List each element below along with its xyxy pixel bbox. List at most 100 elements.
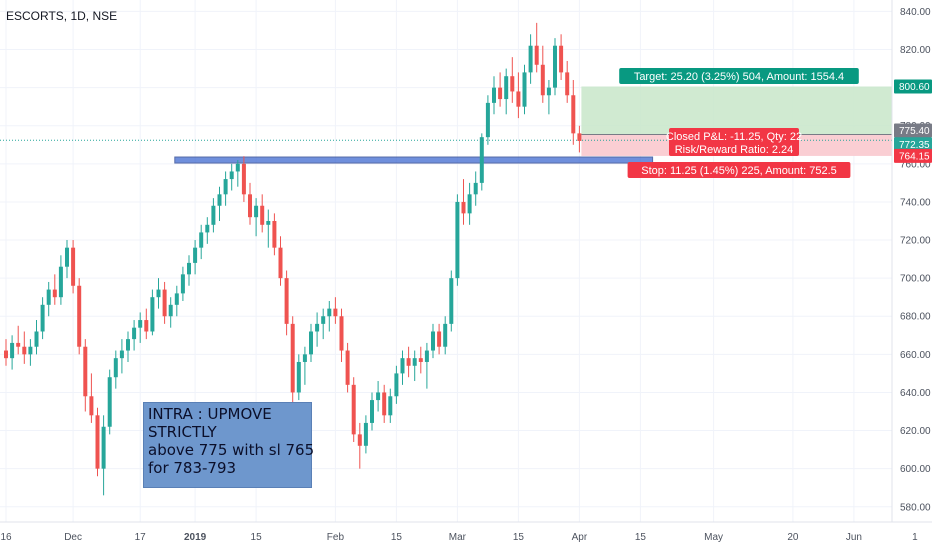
- candle-body[interactable]: [498, 87, 503, 100]
- candle-body[interactable]: [370, 400, 374, 423]
- candle-body[interactable]: [248, 194, 252, 218]
- candle-body[interactable]: [534, 45, 539, 65]
- target-zone[interactable]: [581, 86, 892, 135]
- candle-body[interactable]: [254, 205, 259, 218]
- candle-body[interactable]: [327, 308, 332, 317]
- candle-body[interactable]: [479, 137, 484, 183]
- candle-body[interactable]: [229, 171, 234, 180]
- candle-body[interactable]: [315, 323, 320, 332]
- candle-body[interactable]: [205, 224, 210, 233]
- candle-body[interactable]: [180, 274, 185, 294]
- candle-body[interactable]: [516, 91, 521, 107]
- candle-body[interactable]: [376, 392, 381, 401]
- candle-body[interactable]: [83, 346, 88, 397]
- candle-body[interactable]: [461, 201, 466, 214]
- candle-body[interactable]: [357, 434, 362, 446]
- candle-body[interactable]: [455, 201, 460, 279]
- candle-body[interactable]: [388, 396, 393, 416]
- candle-body[interactable]: [449, 278, 454, 324]
- candle-body[interactable]: [400, 358, 405, 374]
- candle-body[interactable]: [138, 320, 143, 328]
- candle-body[interactable]: [126, 339, 130, 351]
- candle-body[interactable]: [101, 426, 106, 469]
- candle-body[interactable]: [302, 354, 307, 362]
- candle-body[interactable]: [485, 102, 490, 138]
- pnl-label-box[interactable]: [669, 128, 799, 156]
- candle-body[interactable]: [89, 396, 94, 416]
- candle-body[interactable]: [559, 45, 564, 73]
- candle-body[interactable]: [339, 316, 344, 351]
- candle-body[interactable]: [193, 247, 198, 263]
- candle-body[interactable]: [278, 247, 283, 279]
- candle-body[interactable]: [309, 331, 313, 355]
- candle-body[interactable]: [22, 346, 27, 355]
- candle-body[interactable]: [168, 304, 173, 317]
- candle-body[interactable]: [382, 392, 387, 416]
- candle-body[interactable]: [77, 285, 82, 347]
- candle-body[interactable]: [492, 87, 496, 103]
- candle-body[interactable]: [528, 45, 533, 73]
- candle-body[interactable]: [437, 331, 442, 347]
- candle-body[interactable]: [95, 415, 100, 469]
- stop-label-box[interactable]: [627, 162, 851, 178]
- candle-body[interactable]: [16, 342, 21, 347]
- candle-body[interactable]: [553, 45, 557, 88]
- candle-body[interactable]: [199, 232, 204, 248]
- candle-body[interactable]: [577, 133, 582, 141]
- candle-body[interactable]: [119, 350, 124, 359]
- candle-body[interactable]: [351, 384, 356, 435]
- candle-body[interactable]: [296, 361, 301, 393]
- candle-body[interactable]: [132, 327, 137, 340]
- candle-body[interactable]: [363, 422, 368, 446]
- candle-body[interactable]: [260, 205, 265, 225]
- candle-body[interactable]: [113, 358, 118, 378]
- candle-body[interactable]: [522, 72, 527, 107]
- candle-body[interactable]: [150, 297, 155, 332]
- support-band[interactable]: [174, 156, 654, 164]
- candle-body[interactable]: [412, 358, 417, 366]
- target-label-box[interactable]: [619, 68, 859, 84]
- candle-body[interactable]: [266, 220, 271, 225]
- candle-body[interactable]: [345, 350, 350, 385]
- candle-body[interactable]: [223, 179, 228, 195]
- candle-body[interactable]: [394, 373, 399, 397]
- candle-body[interactable]: [290, 323, 295, 393]
- candle-body[interactable]: [52, 289, 57, 298]
- candle-body[interactable]: [187, 262, 191, 275]
- candle-body[interactable]: [211, 205, 216, 225]
- candle-body[interactable]: [321, 316, 326, 324]
- candle-body[interactable]: [144, 320, 149, 332]
- candle-body[interactable]: [284, 278, 289, 324]
- candle-body[interactable]: [540, 64, 545, 96]
- candle-body[interactable]: [565, 72, 570, 96]
- candle-body[interactable]: [10, 342, 15, 359]
- candle-body[interactable]: [431, 331, 435, 351]
- candle-body[interactable]: [107, 377, 112, 427]
- candle-body[interactable]: [510, 76, 515, 92]
- candle-body[interactable]: [473, 182, 478, 195]
- candle-body[interactable]: [443, 323, 448, 347]
- candle-body[interactable]: [58, 266, 63, 298]
- candle-body[interactable]: [156, 289, 161, 298]
- candle-body[interactable]: [333, 308, 338, 317]
- candle-body[interactable]: [272, 220, 277, 248]
- candle-body[interactable]: [217, 194, 222, 206]
- candle-body[interactable]: [162, 289, 167, 317]
- candle-body[interactable]: [46, 289, 51, 305]
- candle-body[interactable]: [174, 293, 179, 305]
- annotation-note[interactable]: INTRA : UPMOVE STRICTLY above 775 with s…: [143, 402, 314, 488]
- candle-body[interactable]: [34, 331, 39, 347]
- candle-body[interactable]: [424, 350, 429, 362]
- candle-body[interactable]: [418, 358, 423, 362]
- candle-body[interactable]: [71, 247, 76, 286]
- candle-body[interactable]: [40, 304, 45, 332]
- candle-body[interactable]: [571, 95, 576, 134]
- candle-body[interactable]: [28, 346, 33, 355]
- candle-body[interactable]: [546, 87, 551, 96]
- candle-body[interactable]: [504, 76, 509, 100]
- candle-body[interactable]: [4, 350, 8, 359]
- candle-body[interactable]: [65, 247, 69, 267]
- candle-body[interactable]: [467, 194, 472, 214]
- candle-body[interactable]: [241, 163, 246, 195]
